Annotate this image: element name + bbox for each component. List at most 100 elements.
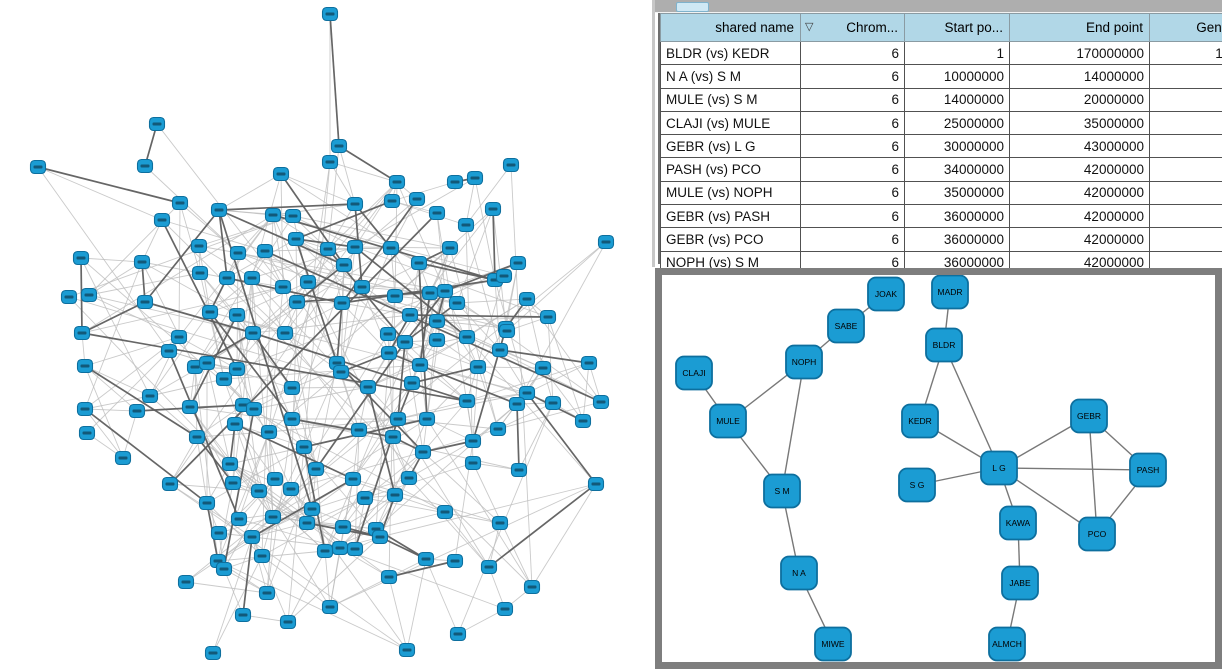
network-node[interactable] bbox=[457, 217, 475, 233]
column-header-genetic---[interactable]: Genetic... bbox=[1149, 13, 1222, 42]
network-node[interactable] bbox=[418, 411, 436, 427]
network-node[interactable] bbox=[428, 332, 446, 348]
network-node[interactable] bbox=[510, 462, 528, 478]
network-node[interactable] bbox=[264, 207, 282, 223]
network-node[interactable] bbox=[428, 313, 446, 329]
network-node[interactable] bbox=[80, 287, 98, 303]
network-node[interactable] bbox=[518, 291, 536, 307]
network-node[interactable] bbox=[128, 403, 146, 419]
network-node[interactable] bbox=[436, 283, 454, 299]
network-node[interactable] bbox=[436, 504, 454, 520]
network-node[interactable] bbox=[316, 543, 334, 559]
network-node[interactable] bbox=[334, 519, 352, 535]
table-row[interactable]: CLAJI (vs) MULE625000000350000005.9 bbox=[660, 110, 1222, 136]
network-node[interactable] bbox=[258, 585, 276, 601]
subnetwork-node-noph[interactable]: NOPH bbox=[785, 344, 823, 380]
network-node[interactable] bbox=[272, 166, 290, 182]
subnetwork-node-sabe[interactable]: SABE bbox=[827, 308, 865, 344]
subnetwork-node-joak[interactable]: JOAK bbox=[867, 276, 905, 312]
table-row[interactable]: MULE (vs) NOPH6350000004200000010.5 bbox=[660, 180, 1222, 206]
network-node[interactable] bbox=[491, 342, 509, 358]
network-node[interactable] bbox=[496, 601, 514, 617]
network-node[interactable] bbox=[580, 355, 598, 371]
network-node[interactable] bbox=[198, 495, 216, 511]
network-node[interactable] bbox=[346, 196, 364, 212]
subnetwork-node-mule[interactable]: MULE bbox=[709, 403, 747, 439]
network-node[interactable] bbox=[403, 375, 421, 391]
network-node[interactable] bbox=[215, 561, 233, 577]
network-node[interactable] bbox=[190, 238, 208, 254]
network-node[interactable] bbox=[408, 191, 426, 207]
network-node[interactable] bbox=[76, 401, 94, 417]
network-node[interactable] bbox=[282, 481, 300, 497]
network-node[interactable] bbox=[382, 240, 400, 256]
network-node[interactable] bbox=[331, 540, 349, 556]
table-row[interactable]: GEBR (vs) L G6300000004300000016.9 bbox=[660, 134, 1222, 159]
subnetwork-node-bldr[interactable]: BLDR bbox=[925, 327, 963, 363]
network-node[interactable] bbox=[464, 433, 482, 449]
network-node[interactable] bbox=[153, 212, 171, 228]
network-node[interactable] bbox=[333, 295, 351, 311]
network-node[interactable] bbox=[491, 515, 509, 531]
network-node[interactable] bbox=[283, 411, 301, 427]
subnetwork-node-s-g[interactable]: S G bbox=[898, 467, 936, 503]
subnetwork-node-n-a[interactable]: N A bbox=[780, 555, 818, 591]
network-node[interactable] bbox=[414, 444, 432, 460]
table-row[interactable]: N A (vs) S M610000000140000006.6 bbox=[660, 64, 1222, 89]
network-node[interactable] bbox=[509, 255, 527, 271]
filter-icon[interactable]: ▽ bbox=[805, 21, 814, 33]
network-node[interactable] bbox=[60, 289, 78, 305]
network-node[interactable] bbox=[379, 326, 397, 342]
network-node[interactable] bbox=[448, 295, 466, 311]
network-node[interactable] bbox=[72, 250, 90, 266]
network-node[interactable] bbox=[198, 355, 216, 371]
network-node[interactable] bbox=[350, 422, 368, 438]
network-node[interactable] bbox=[148, 116, 166, 132]
network-node[interactable] bbox=[544, 395, 562, 411]
network-node[interactable] bbox=[76, 358, 94, 374]
subnetwork-node-madr[interactable]: MADR bbox=[931, 275, 969, 310]
network-node[interactable] bbox=[234, 607, 252, 623]
subnetwork-node-gebr[interactable]: GEBR bbox=[1070, 398, 1108, 434]
network-node[interactable] bbox=[388, 174, 406, 190]
network-node[interactable] bbox=[359, 379, 377, 395]
network-node[interactable] bbox=[201, 304, 219, 320]
column-header-start-po---[interactable]: Start po... bbox=[904, 13, 1010, 42]
network-node[interactable] bbox=[73, 325, 91, 341]
network-node[interactable] bbox=[410, 255, 428, 271]
network-node[interactable] bbox=[353, 279, 371, 295]
subnetwork-node-pco[interactable]: PCO bbox=[1078, 516, 1116, 552]
network-node[interactable] bbox=[384, 429, 402, 445]
network-node[interactable] bbox=[330, 138, 348, 154]
network-node[interactable] bbox=[230, 511, 248, 527]
column-header-chrom---[interactable]: ▽ Chrom... bbox=[800, 13, 905, 42]
h-scrollbar[interactable] bbox=[655, 0, 1222, 13]
subnetwork-node-miwe[interactable]: MIWE bbox=[814, 626, 852, 662]
network-node[interactable] bbox=[421, 285, 439, 301]
subnetwork-canvas[interactable]: JOAK MADR SABE BLDR NOPH CLAJI MULE KEDR GEBR L G… bbox=[662, 275, 1215, 662]
network-node[interactable] bbox=[229, 245, 247, 261]
h-scrollbar-thumb[interactable] bbox=[676, 2, 709, 12]
network-node[interactable] bbox=[495, 268, 513, 284]
subnetwork-node-l-g[interactable]: L G bbox=[980, 450, 1018, 486]
network-node[interactable] bbox=[389, 411, 407, 427]
network-node[interactable] bbox=[160, 343, 178, 359]
network-node[interactable] bbox=[523, 579, 541, 595]
network-node[interactable] bbox=[260, 424, 278, 440]
network-node[interactable] bbox=[539, 309, 557, 325]
network-node[interactable] bbox=[188, 429, 206, 445]
network-node[interactable] bbox=[210, 525, 228, 541]
network-node[interactable] bbox=[224, 475, 242, 491]
network-node[interactable] bbox=[449, 626, 467, 642]
network-node[interactable] bbox=[356, 490, 374, 506]
subnetwork-node-s-m[interactable]: S M bbox=[763, 473, 801, 509]
network-node[interactable] bbox=[321, 154, 339, 170]
subnetwork-node-jabe[interactable]: JABE bbox=[1001, 565, 1039, 601]
network-node[interactable] bbox=[411, 357, 429, 373]
subnetwork-node-kedr[interactable]: KEDR bbox=[901, 403, 939, 439]
network-node[interactable] bbox=[284, 208, 302, 224]
network-node[interactable] bbox=[283, 380, 301, 396]
network-node[interactable] bbox=[396, 334, 414, 350]
network-node[interactable] bbox=[321, 6, 339, 22]
network-node[interactable] bbox=[498, 323, 516, 339]
